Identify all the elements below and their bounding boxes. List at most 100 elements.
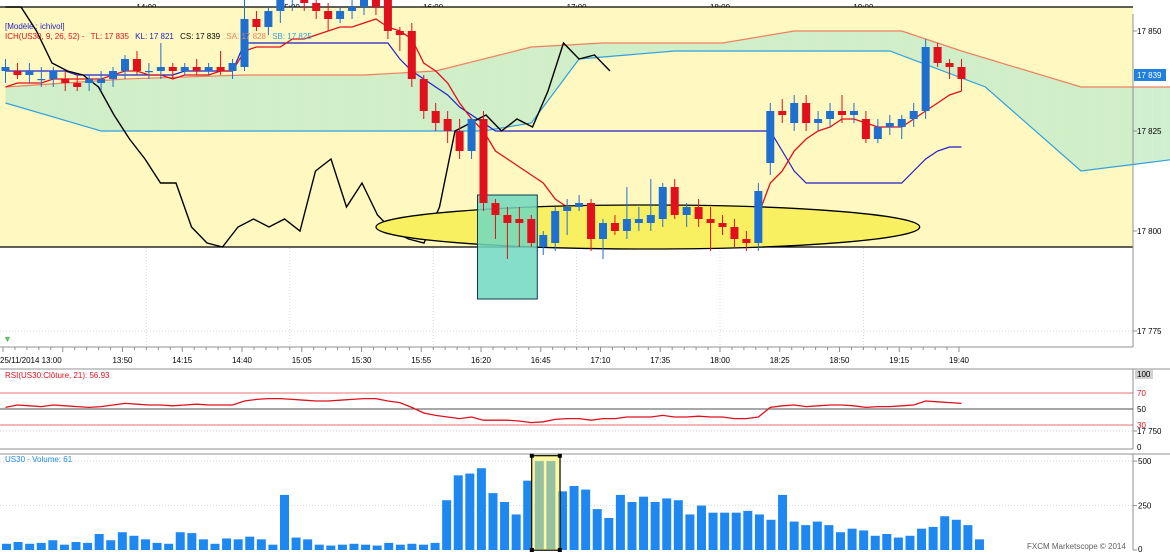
candle-body <box>742 239 750 243</box>
candle-body <box>683 207 691 215</box>
candle-body <box>910 111 918 119</box>
consolidation-ellipse[interactable] <box>376 205 920 249</box>
cloud-segment <box>149 78 161 131</box>
cloud-segment <box>866 31 878 51</box>
volume-bar <box>593 509 602 550</box>
candle-body <box>695 207 703 219</box>
volume-bar <box>940 516 949 550</box>
selection-handle[interactable] <box>530 548 534 552</box>
candle-body <box>157 67 165 71</box>
volume-bar <box>766 520 775 550</box>
volume-bar <box>442 500 451 550</box>
cloud-segment <box>639 43 651 54</box>
volume-bar <box>813 522 822 550</box>
candle-body <box>766 111 774 163</box>
rsi-title: RSI(US30:Clôture, 21): 56.93 <box>5 371 110 380</box>
price-axis-label: 17 825 <box>1137 127 1162 136</box>
time-axis-label: 16:20 <box>471 356 492 365</box>
candle-body <box>420 79 428 111</box>
cloud-segment <box>770 33 782 51</box>
volume-bar <box>523 481 532 550</box>
cloud-segment <box>280 75 292 131</box>
time-axis-label: 15:55 <box>411 356 432 365</box>
volume-bar <box>917 529 926 550</box>
cloud-segment <box>125 79 137 131</box>
candle-body <box>217 67 225 71</box>
candle-body <box>13 71 21 75</box>
volume-bar <box>952 520 961 550</box>
volume-bar <box>338 545 347 550</box>
cloud-segment <box>173 77 185 131</box>
cloud-segment <box>221 75 233 131</box>
time-axis-label: 14:40 <box>232 356 253 365</box>
legend-kl: KL: 17 821 <box>135 32 174 41</box>
cloud-segment <box>1105 87 1117 168</box>
volume-bar <box>48 540 57 550</box>
volume-bar <box>303 539 312 550</box>
time-axis-label: 18:25 <box>770 356 791 365</box>
volume-bar <box>836 532 845 550</box>
selection-handle[interactable] <box>530 454 534 458</box>
price-axis-label: 17 775 <box>1137 327 1162 336</box>
candle-body <box>396 31 404 35</box>
selection-handle[interactable] <box>558 454 562 458</box>
candle-body <box>958 67 966 79</box>
legend-cs: CS: 17 839 <box>180 32 221 41</box>
volume-bar <box>129 536 138 550</box>
volume-bar <box>848 529 857 550</box>
candle-body <box>121 59 129 71</box>
candle-body <box>372 0 380 7</box>
volume-bar <box>697 506 706 550</box>
candle-body <box>635 219 643 223</box>
volume-bar <box>234 539 243 550</box>
candle-body <box>133 59 141 71</box>
rsi-axis-label: 0 <box>1137 443 1142 452</box>
candle-body <box>886 123 894 127</box>
candle-body <box>2 67 10 71</box>
volume-bar <box>488 493 497 550</box>
cloud-segment <box>973 55 985 87</box>
cloud-segment <box>53 83 65 121</box>
cloud-segment <box>245 75 257 131</box>
candle-body <box>503 215 511 223</box>
volume-bar <box>801 525 810 550</box>
candle <box>754 183 762 251</box>
candle-body <box>671 187 679 215</box>
candle-body <box>575 203 583 207</box>
volume-bar <box>431 543 440 550</box>
cloud-segment <box>758 35 770 51</box>
cloud-segment <box>519 47 531 125</box>
rsi-axis-label: 100 <box>1137 370 1151 379</box>
candle-body <box>730 227 738 239</box>
candle-body <box>276 0 284 11</box>
candle-body <box>515 219 523 223</box>
candle-body <box>73 83 81 87</box>
cloud-segment <box>161 77 173 131</box>
volume-bar <box>685 514 694 550</box>
footer-credit: FXCM Marketscope © 2014 <box>1027 542 1126 551</box>
legend-sb: SB: 17 825 <box>272 32 312 41</box>
volume-bar <box>141 539 150 550</box>
cloud-segment <box>687 43 699 51</box>
candle-body <box>109 71 117 79</box>
cloud-segment <box>1081 87 1093 171</box>
volume-bar <box>222 538 231 550</box>
selection-handle[interactable] <box>558 548 562 552</box>
volume-bar <box>95 534 104 550</box>
candle <box>922 39 930 119</box>
candle-body <box>599 223 607 239</box>
cloud-segment <box>41 84 53 117</box>
cloud-segment <box>77 81 89 127</box>
cloud-segment <box>29 85 41 114</box>
candle-body <box>468 119 476 151</box>
cloud-segment <box>388 73 400 131</box>
cloud-segment <box>495 53 507 129</box>
volume-bar <box>604 518 613 550</box>
candle-body <box>898 119 906 127</box>
legend-sa: SA: 17 828 <box>226 32 266 41</box>
cloud-segment <box>256 75 268 131</box>
volume-bar <box>280 495 289 550</box>
volume-bar <box>674 500 683 550</box>
